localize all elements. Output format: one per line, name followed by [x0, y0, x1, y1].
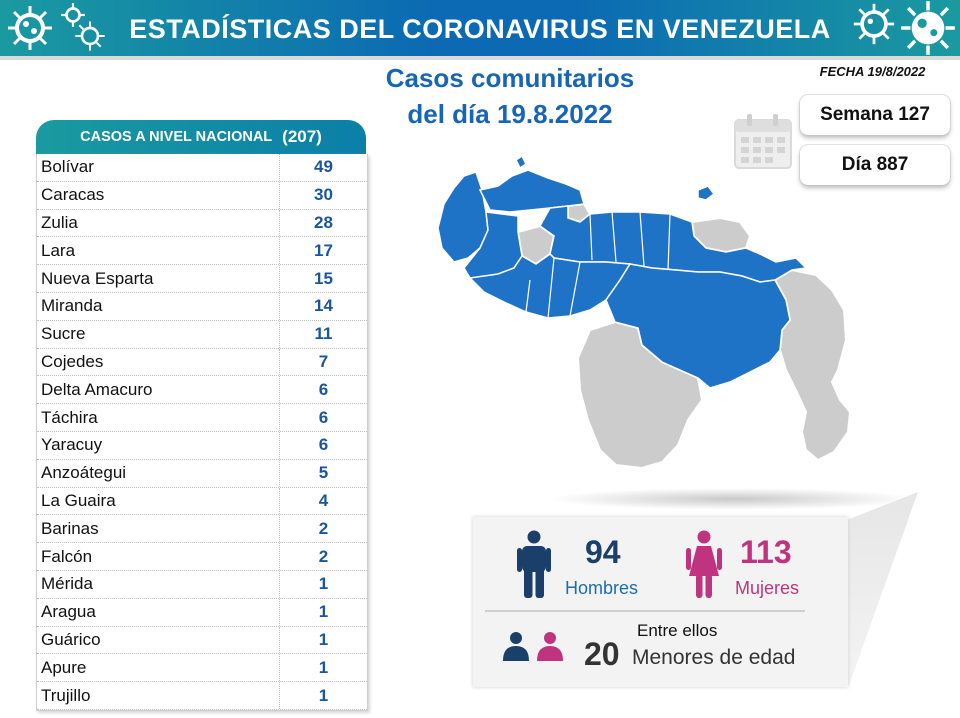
state-name: La Guaira — [37, 487, 280, 515]
state-name: Táchira — [37, 404, 280, 431]
minors-label: Menores de edad — [632, 646, 796, 669]
table-row: Anzoátegui 5 — [37, 459, 367, 488]
state-name: Sucre — [37, 320, 280, 348]
state-name: Delta Amacuro — [37, 376, 280, 404]
minors-count: 20 — [584, 636, 620, 672]
state-cases: 6 — [318, 407, 329, 427]
state-name: Trujillo — [37, 682, 280, 709]
state-cases: 11 — [314, 324, 333, 344]
entre-ellos-label: Entre ellos — [637, 621, 718, 640]
table-row: Apure 1 — [37, 654, 367, 683]
table-row: Zulia 28 — [37, 209, 367, 238]
state-name: Miranda — [37, 292, 280, 320]
state-name: Aragua — [37, 598, 280, 626]
state-name: Mérida — [37, 570, 280, 598]
page-title: ESTADÍSTICAS DEL CORONAVIRUS EN VENEZUEL… — [129, 14, 831, 44]
map-region-nueva-esparta — [697, 185, 716, 201]
state-name: Apure — [37, 654, 280, 682]
men-label: Hombres — [565, 578, 639, 598]
table-row: Cojedes 7 — [37, 348, 367, 377]
virus-icon — [901, 1, 955, 55]
state-cases: 49 — [314, 157, 333, 177]
state-cases: 1 — [318, 657, 329, 677]
stats-divider — [485, 610, 805, 612]
state-name: Zulia — [37, 209, 280, 237]
table-row: Sucre 11 — [37, 320, 367, 349]
table-row: Barinas 2 — [37, 515, 367, 544]
state-cases: 5 — [318, 463, 329, 483]
cases-table: Bolívar 49 Caracas 30 Zulia 28 Lara 17 Nueva… — [36, 154, 368, 711]
table-row: Yaracuy 6 — [37, 431, 367, 460]
children-icon — [503, 632, 563, 661]
men-count: 94 — [585, 534, 621, 570]
header-banner: ESTADÍSTICAS DEL CORONAVIRUS EN VENEZUEL… — [0, 0, 960, 60]
state-cases: 1 — [318, 574, 329, 594]
state-cases: 7 — [318, 351, 329, 371]
table-row: Táchira 6 — [37, 404, 367, 432]
report-date: FECHA 19/8/2022 — [819, 64, 926, 79]
table-row: Guárico 1 — [37, 626, 367, 655]
state-name: Cojedes — [37, 348, 280, 376]
table-row: Delta Amacuro 6 — [37, 376, 367, 405]
state-cases: 17 — [314, 240, 333, 260]
state-name: Caracas — [37, 181, 280, 209]
state-cases: 28 — [314, 212, 333, 232]
table-row: La Guaira 4 — [37, 487, 367, 516]
table-row: Falcón 2 — [37, 543, 367, 571]
state-cases: 6 — [318, 379, 329, 399]
day-badge: Día 887 — [800, 145, 950, 185]
state-name: Falcón — [37, 543, 280, 570]
map-region-peninsula — [515, 154, 527, 170]
table-row: Miranda 14 — [37, 292, 367, 321]
virus-icon — [8, 6, 52, 50]
state-cases: 1 — [318, 602, 329, 622]
calendar-icon — [734, 114, 792, 169]
virus-icon — [61, 3, 85, 27]
state-name: Yaracuy — [37, 431, 280, 459]
state-cases: 6 — [318, 435, 329, 455]
stats-flap — [848, 492, 918, 688]
venezuela-map — [437, 154, 852, 470]
woman-icon — [686, 530, 722, 598]
table-header: CASOS A NIVEL NACIONAL (207) — [36, 120, 366, 154]
subtitle-line-1: Casos comunitarios — [385, 63, 635, 93]
stats-panel — [473, 517, 848, 687]
table-row: Bolívar 49 — [37, 154, 367, 182]
subtitle-line-2: del día 19.8.2022 — [407, 99, 613, 129]
week-badge: Semana 127 — [800, 95, 950, 135]
state-cases: 4 — [318, 490, 329, 510]
virus-icon — [75, 21, 105, 51]
state-cases: 14 — [314, 296, 333, 316]
state-name: Bolívar — [37, 154, 280, 181]
man-icon — [517, 530, 551, 598]
state-cases: 30 — [314, 185, 333, 205]
map-region-guayana-esequiba — [773, 268, 852, 462]
state-name: Lara — [37, 237, 280, 265]
state-name: Anzoátegui — [37, 459, 280, 487]
state-cases: 1 — [318, 629, 329, 649]
table-header-label: CASOS A NIVEL NACIONAL — [80, 129, 273, 145]
state-name: Guárico — [37, 626, 280, 654]
map-shadow — [548, 488, 918, 510]
table-row: Lara 17 — [37, 237, 367, 266]
table-row: Mérida 1 — [37, 570, 367, 599]
state-cases: 1 — [318, 685, 329, 705]
state-name: Barinas — [37, 515, 280, 543]
table-row: Nueva Esparta 15 — [37, 265, 367, 293]
table-row: Trujillo 1 — [37, 682, 367, 710]
women-count: 113 — [740, 534, 792, 570]
women-label: Mujeres — [735, 578, 800, 598]
map-region-bolivar — [605, 263, 791, 389]
map-region-falcon — [478, 169, 585, 213]
subtitle: Casos comunitarios del día 19.8.2022 — [350, 60, 670, 132]
state-cases: 2 — [318, 518, 329, 538]
state-cases: 15 — [314, 268, 333, 288]
table-row: Caracas 30 — [37, 181, 367, 210]
table-row: Aragua 1 — [37, 598, 367, 627]
virus-icon — [853, 3, 895, 45]
table-header-total: (207) — [282, 127, 322, 146]
state-cases: 2 — [318, 546, 329, 566]
state-name: Nueva Esparta — [37, 265, 280, 292]
